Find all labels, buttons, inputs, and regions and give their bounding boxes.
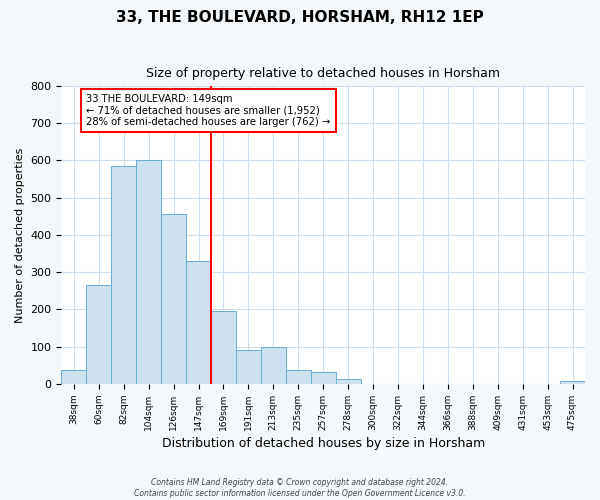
Bar [186,261,211,384]
Bar [261,346,286,384]
Bar [311,372,335,384]
Text: 33 THE BOULEVARD: 149sqm
← 71% of detached houses are smaller (1,952)
28% of sem: 33 THE BOULEVARD: 149sqm ← 71% of detach… [86,94,331,127]
Bar [86,285,111,384]
Bar [236,350,261,384]
Bar [61,370,86,384]
Bar [111,166,136,384]
Bar [335,378,361,384]
Y-axis label: Number of detached properties: Number of detached properties [15,147,25,322]
Bar [136,160,161,384]
Bar [211,310,236,384]
Title: Size of property relative to detached houses in Horsham: Size of property relative to detached ho… [146,68,500,80]
X-axis label: Distribution of detached houses by size in Horsham: Distribution of detached houses by size … [161,437,485,450]
Bar [560,381,585,384]
Bar [161,214,186,384]
Text: 33, THE BOULEVARD, HORSHAM, RH12 1EP: 33, THE BOULEVARD, HORSHAM, RH12 1EP [116,10,484,25]
Bar [286,370,311,384]
Text: Contains HM Land Registry data © Crown copyright and database right 2024.
Contai: Contains HM Land Registry data © Crown c… [134,478,466,498]
